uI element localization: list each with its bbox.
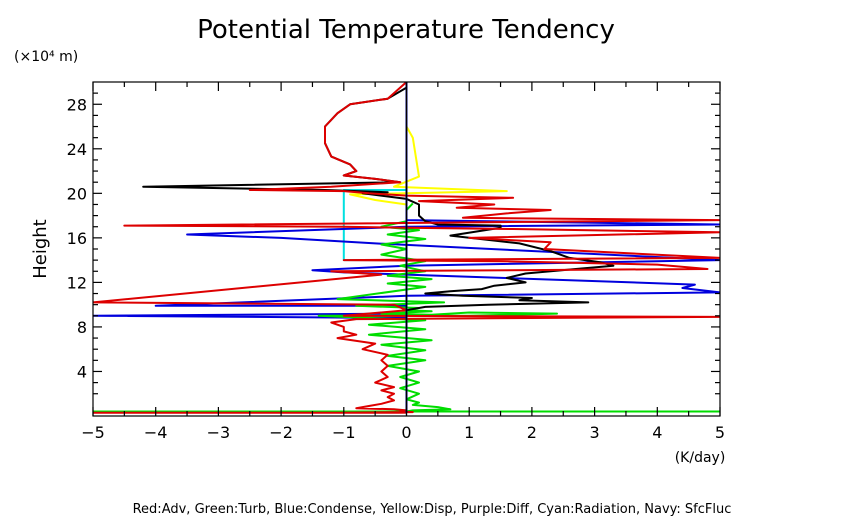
y-axis-unit: (×10⁴ m) [14, 49, 78, 65]
y-tick-label: 28 [67, 95, 87, 114]
chart-title: Potential Temperature Tendency [197, 15, 615, 45]
x-tick-label: 1 [464, 423, 474, 442]
x-tick-label: −5 [81, 423, 105, 442]
x-tick-label: −2 [269, 423, 293, 442]
y-axis-label: Height [30, 219, 51, 279]
y-tick-label: 12 [67, 273, 87, 292]
x-tick-label: 0 [401, 423, 411, 442]
y-tick-label: 4 [77, 362, 87, 381]
x-tick-label: −3 [207, 423, 231, 442]
x-tick-label: −1 [332, 423, 356, 442]
x-tick-label: 2 [527, 423, 537, 442]
x-tick-label: 3 [590, 423, 600, 442]
y-tick-label: 24 [67, 140, 87, 159]
x-tick-label: −4 [144, 423, 168, 442]
y-tick-label: 8 [77, 318, 87, 337]
series-line-green [93, 202, 720, 413]
series-line-yellow [349, 82, 508, 413]
y-tick-label: 16 [67, 229, 87, 248]
legend-text: Red:Adv, Green:Turb, Blue:Condense, Yell… [133, 502, 732, 517]
x-tick-label: 4 [652, 423, 662, 442]
x-tick-label: 5 [715, 423, 725, 442]
x-axis-unit: (K/day) [675, 450, 726, 466]
series-line-red [93, 82, 720, 414]
y-tick-label: 20 [67, 184, 87, 203]
series-line-black [142, 86, 615, 413]
